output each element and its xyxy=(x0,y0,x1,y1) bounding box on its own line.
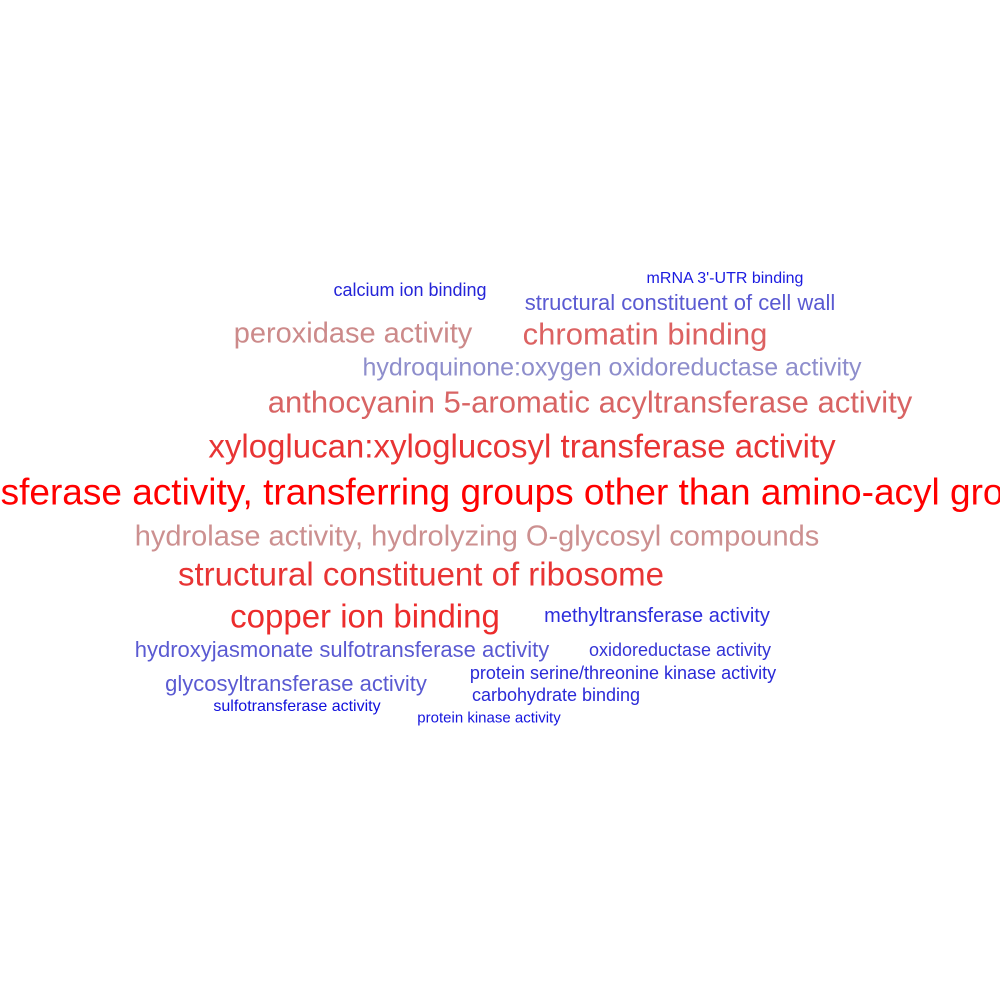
term-xyloglucan-transferase-activity: xyloglucan:xyloglucosyl transferase acti… xyxy=(208,427,836,465)
term-copper-ion-binding: copper ion binding xyxy=(230,597,500,635)
term-hydroxyjasmonate-sulfotransferase-activity: hydroxyjasmonate sulfotransferase activi… xyxy=(134,637,550,662)
term-transferase-activity-non-aminoacyl: transferase activity, transferring group… xyxy=(0,471,1000,513)
term-peroxidase-activity: peroxidase activity xyxy=(233,317,473,350)
term-protein-kinase-activity: protein kinase activity xyxy=(417,709,561,727)
term-carbohydrate-binding: carbohydrate binding xyxy=(471,685,641,705)
term-structural-constituent-of-ribosome: structural constituent of ribosome xyxy=(177,555,665,593)
term-anthocyanin-acyltransferase-activity: anthocyanin 5-aromatic acyltransferase a… xyxy=(267,384,913,420)
term-structural-constituent-of-cell-wall: structural constituent of cell wall xyxy=(524,290,836,315)
term-mrna-3utr-binding: mRNA 3'-UTR binding xyxy=(646,270,804,287)
term-hydroquinone-oxygen-oxidoreductase-activity: hydroquinone:oxygen oxidoreductase activ… xyxy=(362,353,862,382)
term-methyltransferase-activity: methyltransferase activity xyxy=(544,605,770,627)
term-glycosyltransferase-activity: glycosyltransferase activity xyxy=(165,671,427,696)
term-sulfotransferase-activity: sulfotransferase activity xyxy=(213,698,381,715)
term-protein-serine-threonine-kinase-activity: protein serine/threonine kinase activity xyxy=(469,663,777,683)
term-oxidoreductase-activity: oxidoreductase activity xyxy=(588,640,772,660)
term-chromatin-binding: chromatin binding xyxy=(522,316,768,352)
term-calcium-ion-binding: calcium ion binding xyxy=(333,280,487,300)
term-hydrolase-activity-o-glycosyl: hydrolase activity, hydrolyzing O-glycos… xyxy=(134,520,820,553)
